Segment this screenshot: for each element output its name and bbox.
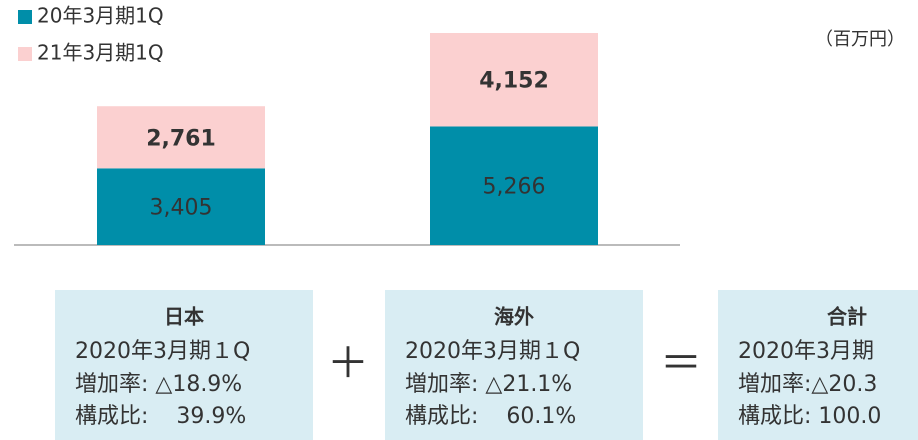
box-row: 構成比: 100.0 — [738, 404, 881, 429]
box-row: 構成比: 60.1% — [405, 404, 576, 429]
value-label: 3,405 — [150, 196, 213, 221]
box-period: 2020年3月期１Q — [405, 339, 580, 364]
box-row: 増加率: △18.9% — [75, 372, 242, 397]
box-period: 2020年3月期 — [738, 339, 874, 364]
info-box — [385, 290, 643, 440]
info-box — [718, 290, 918, 440]
operator: ＝ — [660, 339, 702, 388]
legend-label: 20年3月期1Q — [37, 4, 164, 28]
unit-label: （百万円） — [815, 29, 905, 50]
bar-segment — [430, 126, 598, 245]
box-period: 2020年3月期１Q — [75, 339, 250, 364]
value-label: 5,266 — [483, 175, 546, 200]
value-label: 2,761 — [146, 126, 216, 151]
box-title: 合計 — [827, 305, 867, 329]
legend-label: 21年3月期1Q — [37, 41, 164, 65]
box-row: 増加率:△20.3 — [738, 372, 877, 397]
bar-segment — [97, 106, 265, 169]
value-label: 4,152 — [479, 69, 549, 94]
operator: ＋ — [327, 339, 369, 388]
info-box — [55, 290, 313, 440]
bar-segment — [430, 33, 598, 127]
box-title: 日本 — [164, 305, 204, 329]
legend-swatch — [18, 47, 32, 61]
bar-segment — [97, 168, 265, 245]
legend-swatch — [18, 10, 32, 24]
box-row: 構成比: 39.9% — [75, 404, 246, 429]
box-row: 増加率: △21.1% — [405, 372, 572, 397]
box-title: 海外 — [494, 305, 534, 329]
